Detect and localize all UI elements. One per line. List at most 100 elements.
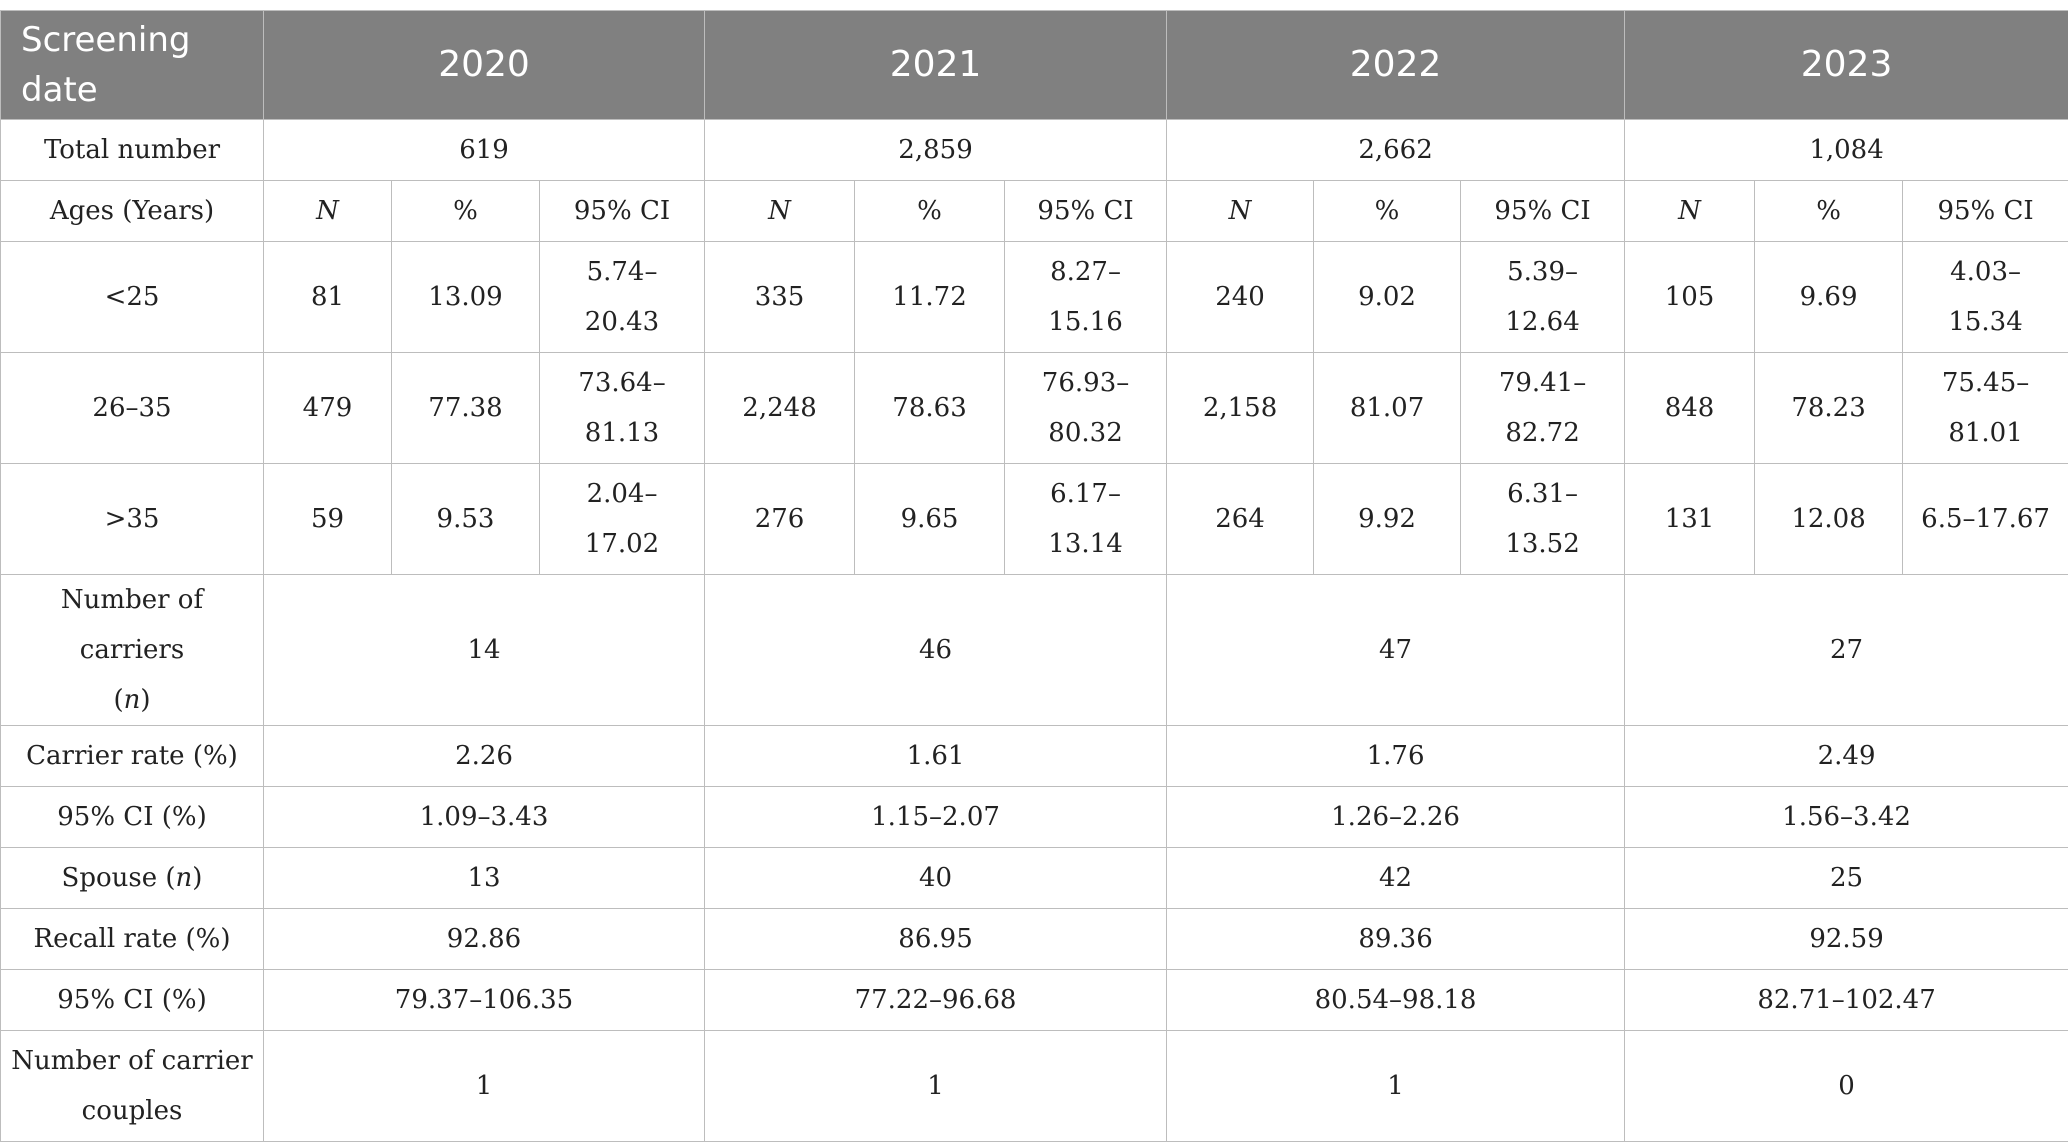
row-label: 95% CI (%) bbox=[1, 787, 264, 848]
paren-open: ( bbox=[113, 685, 123, 715]
row-label: <25 bbox=[1, 242, 264, 353]
row-label-line1: Number of carrier bbox=[11, 1046, 252, 1076]
ci-upper: 13.52 bbox=[1505, 529, 1579, 559]
couples-2022: 1 bbox=[1167, 1031, 1625, 1142]
carrier-ci-2020: 1.09–3.43 bbox=[264, 787, 705, 848]
cell-pct: 81.07 bbox=[1314, 353, 1461, 464]
ci-upper: 12.64 bbox=[1505, 307, 1579, 337]
subheader-ci: 95% CI bbox=[1461, 181, 1625, 242]
ci-upper: 13.14 bbox=[1048, 529, 1122, 559]
cell-pct: 13.09 bbox=[392, 242, 540, 353]
cell-n: 335 bbox=[705, 242, 855, 353]
row-age-under-25: <25 81 13.09 5.74–20.43 335 11.72 8.27–1… bbox=[1, 242, 2068, 353]
carrier-ci-2023: 1.56–3.42 bbox=[1625, 787, 2068, 848]
carrier-ci-2022: 1.26–2.26 bbox=[1167, 787, 1625, 848]
header-row: Screening date 2020 2021 2022 2023 bbox=[1, 11, 2068, 120]
screening-table: Screening date 2020 2021 2022 2023 Total… bbox=[0, 10, 2068, 1142]
header-year-2020: 2020 bbox=[264, 11, 705, 120]
ci-lower: 79.41– bbox=[1499, 368, 1586, 398]
header-year-2022: 2022 bbox=[1167, 11, 1625, 120]
subheader-pct: % bbox=[392, 181, 540, 242]
cell-ci: 8.27–15.16 bbox=[1005, 242, 1167, 353]
total-2022: 2,662 bbox=[1167, 120, 1625, 181]
ci-lower: 4.03– bbox=[1950, 257, 2021, 287]
row-age-over-35: >35 59 9.53 2.04–17.02 276 9.65 6.17– 13.… bbox=[1, 464, 2068, 575]
cell-n: 59 bbox=[264, 464, 392, 575]
row-label: 26–35 bbox=[1, 353, 264, 464]
subheader-ci: 95% CI bbox=[540, 181, 705, 242]
subheader-n: N bbox=[1625, 181, 1755, 242]
carrier-rate-2023: 2.49 bbox=[1625, 726, 2068, 787]
ci-lower: 6.31– bbox=[1507, 479, 1578, 509]
ci-lower: 5.74– bbox=[587, 257, 658, 287]
paren-close: ) bbox=[140, 685, 150, 715]
cell-ci: 5.39–12.64 bbox=[1461, 242, 1625, 353]
cell-pct: 78.23 bbox=[1755, 353, 1903, 464]
recall-rate-2020: 92.86 bbox=[264, 909, 705, 970]
cell-pct: 9.92 bbox=[1314, 464, 1461, 575]
row-label: Ages (Years) bbox=[1, 181, 264, 242]
row-recall-rate: Recall rate (%) 92.86 86.95 89.36 92.59 bbox=[1, 909, 2068, 970]
ci-upper: 81.01 bbox=[1948, 418, 2022, 448]
recall-ci-2020: 79.37–106.35 bbox=[264, 970, 705, 1031]
recall-ci-2023: 82.71–102.47 bbox=[1625, 970, 2068, 1031]
cell-pct: 77.38 bbox=[392, 353, 540, 464]
subheader-pct: % bbox=[855, 181, 1005, 242]
couples-2021: 1 bbox=[705, 1031, 1167, 1142]
spouse-2023: 25 bbox=[1625, 848, 2068, 909]
spouse-label-text: Spouse ( bbox=[62, 863, 176, 893]
cell-ci: 75.45–81.01 bbox=[1903, 353, 2068, 464]
carrier-rate-2022: 1.76 bbox=[1167, 726, 1625, 787]
ci-lower: 8.27– bbox=[1050, 257, 1121, 287]
cell-ci: 2.04–17.02 bbox=[540, 464, 705, 575]
cell-ci: 5.74– 20.43 bbox=[540, 242, 705, 353]
paren-close: ) bbox=[192, 863, 202, 893]
spouse-2022: 42 bbox=[1167, 848, 1625, 909]
cell-pct: 9.65 bbox=[855, 464, 1005, 575]
cell-n: 105 bbox=[1625, 242, 1755, 353]
header-screening-date: Screening date bbox=[1, 11, 264, 120]
ci-upper: 20.43 bbox=[585, 307, 659, 337]
cell-ci: 73.64–81.13 bbox=[540, 353, 705, 464]
subheader-ci: 95% CI bbox=[1005, 181, 1167, 242]
row-label: Total number bbox=[1, 120, 264, 181]
cell-ci: 76.93–80.32 bbox=[1005, 353, 1167, 464]
subheader-n: N bbox=[264, 181, 392, 242]
couples-2023: 0 bbox=[1625, 1031, 2068, 1142]
total-2023: 1,084 bbox=[1625, 120, 2068, 181]
cell-ci: 6.31– 13.52 bbox=[1461, 464, 1625, 575]
row-spouse: Spouse (n) 13 40 42 25 bbox=[1, 848, 2068, 909]
carrier-rate-2021: 1.61 bbox=[705, 726, 1167, 787]
carrier-rate-2020: 2.26 bbox=[264, 726, 705, 787]
cell-pct: 78.63 bbox=[855, 353, 1005, 464]
row-carrier-ci: 95% CI (%) 1.09–3.43 1.15–2.07 1.26–2.26… bbox=[1, 787, 2068, 848]
header-year-2023: 2023 bbox=[1625, 11, 2068, 120]
row-label: >35 bbox=[1, 464, 264, 575]
cell-pct: 9.69 bbox=[1755, 242, 1903, 353]
ci-lower: 76.93– bbox=[1042, 368, 1129, 398]
carrier-ci-2021: 1.15–2.07 bbox=[705, 787, 1167, 848]
total-2021: 2,859 bbox=[705, 120, 1167, 181]
row-label: Spouse (n) bbox=[1, 848, 264, 909]
cell-ci: 4.03–15.34 bbox=[1903, 242, 2068, 353]
carriers-2020: 14 bbox=[264, 575, 705, 726]
ci-lower: 2.04– bbox=[587, 479, 658, 509]
row-label-line1: Number of carriers bbox=[61, 585, 203, 665]
cell-n: 276 bbox=[705, 464, 855, 575]
couples-2020: 1 bbox=[264, 1031, 705, 1142]
ci-lower: 6.17– bbox=[1050, 479, 1121, 509]
cell-pct: 9.02 bbox=[1314, 242, 1461, 353]
ci-lower: 73.64– bbox=[578, 368, 665, 398]
subheader-pct: % bbox=[1314, 181, 1461, 242]
row-label: Carrier rate (%) bbox=[1, 726, 264, 787]
recall-ci-2022: 80.54–98.18 bbox=[1167, 970, 1625, 1031]
row-number-of-carriers: Number of carriers(n) 14 46 47 27 bbox=[1, 575, 2068, 726]
cell-pct: 9.53 bbox=[392, 464, 540, 575]
cell-n: 479 bbox=[264, 353, 392, 464]
row-ages-subheader: Ages (Years) N % 95% CI N % 95% CI N % 9… bbox=[1, 181, 2068, 242]
subheader-pct: % bbox=[1755, 181, 1903, 242]
n-symbol: n bbox=[176, 863, 193, 893]
row-label: 95% CI (%) bbox=[1, 970, 264, 1031]
